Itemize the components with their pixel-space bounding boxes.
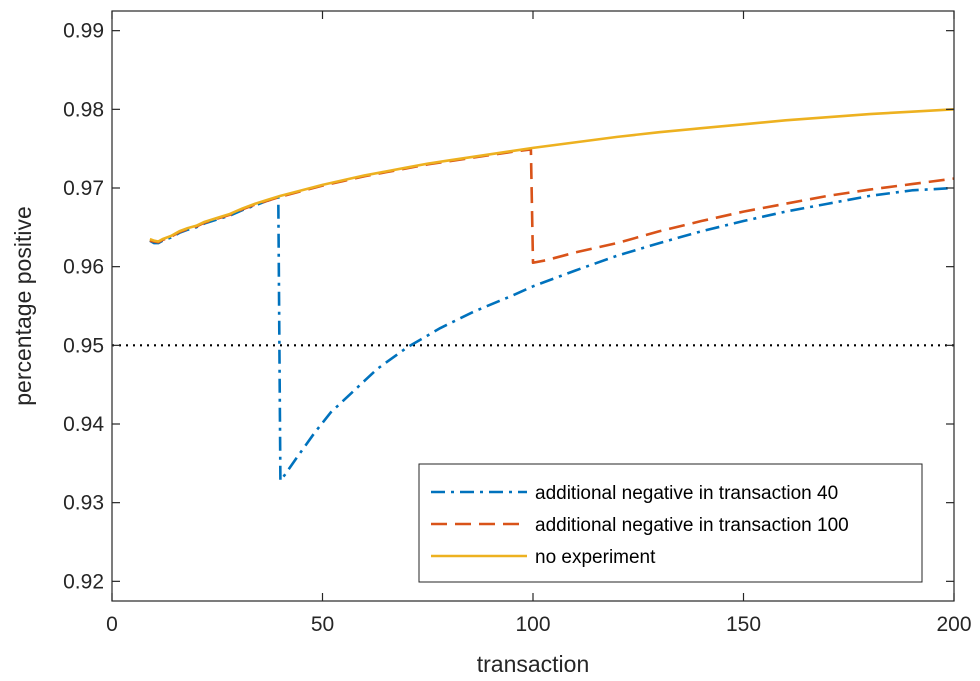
- series-layer: [149, 108, 955, 482]
- legend-label-1: additional negative in transaction 40: [535, 483, 838, 504]
- x-tick-label: 50: [311, 613, 334, 636]
- y-tick-label: 0.96: [63, 256, 104, 279]
- series-line-1: [149, 186, 955, 482]
- legend: additional negative in transaction 40 add…: [418, 463, 923, 583]
- y-tick-label: 0.92: [63, 570, 104, 593]
- y-tick-label: 0.95: [63, 334, 104, 357]
- y-tick-label: 0.98: [63, 98, 104, 121]
- x-tick-label: 200: [936, 613, 971, 636]
- y-tick-label: 0.93: [63, 492, 104, 515]
- legend-entries: additional negative in transaction 40 add…: [431, 483, 849, 568]
- x-tick-label: 150: [726, 613, 761, 636]
- legend-label-3: no experiment: [535, 547, 656, 568]
- ticks-layer: 0 50 100 150 200 0.92 0.93 0.94 0.95 0.96 0.97 0.98…: [63, 11, 972, 636]
- legend-label-2: additional negative in transaction 100: [535, 515, 849, 536]
- y-axis-label: percentage positive: [10, 206, 36, 405]
- y-tick-label: 0.99: [63, 20, 104, 43]
- legend-box: [418, 463, 923, 583]
- y-tick-label: 0.94: [63, 413, 104, 436]
- x-axis-label: transaction: [477, 651, 590, 677]
- x-tick-label: 100: [515, 613, 550, 636]
- series-line-3: [149, 108, 955, 243]
- y-tick-label: 0.97: [63, 177, 104, 200]
- x-tick-label: 0: [106, 613, 118, 636]
